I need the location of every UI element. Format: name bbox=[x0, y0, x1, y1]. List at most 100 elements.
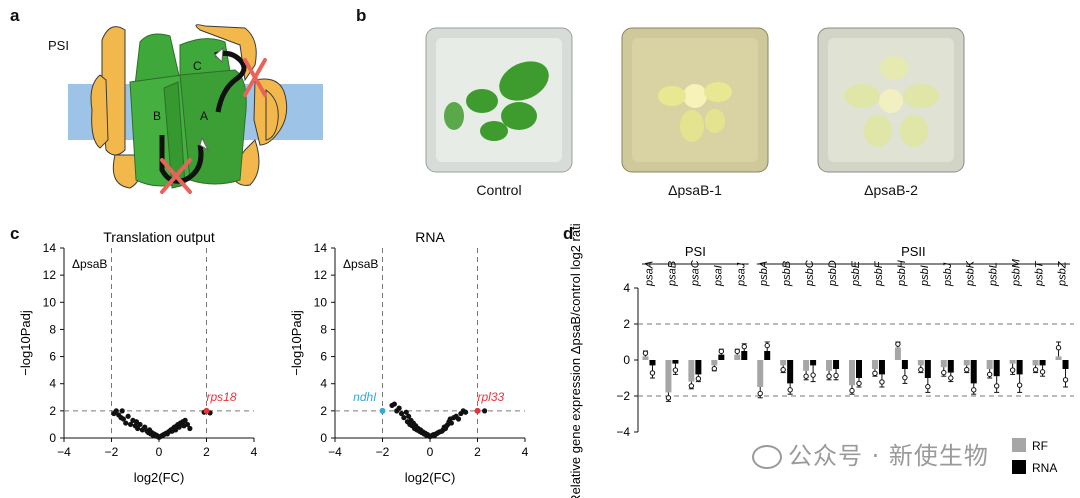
gene-label: psbE bbox=[850, 260, 862, 287]
photo-control bbox=[425, 27, 573, 173]
legend-label: RNA bbox=[1032, 461, 1057, 475]
gene-label: psbZ bbox=[1057, 260, 1069, 287]
data-point bbox=[135, 425, 141, 432]
caption-psab-2: ΔpsaB-2 bbox=[864, 182, 918, 198]
gene-label: psbL bbox=[988, 262, 1000, 287]
bar-rf bbox=[1032, 360, 1039, 366]
data-point bbox=[137, 421, 143, 428]
bar-rna bbox=[1039, 360, 1046, 366]
data-point bbox=[463, 409, 469, 415]
x-tick-label: 2 bbox=[474, 445, 481, 459]
replicate-point bbox=[971, 387, 977, 393]
psi-core bbox=[129, 33, 247, 189]
cross-icon bbox=[160, 58, 267, 194]
plot-title: RNA bbox=[415, 229, 445, 245]
bar-rna bbox=[741, 351, 748, 360]
y-tick-label: 12 bbox=[314, 268, 328, 282]
highlight-point bbox=[203, 407, 210, 414]
y-tick-label: 4 bbox=[49, 377, 56, 391]
bar-rna bbox=[856, 360, 862, 378]
highlight-point bbox=[474, 407, 481, 414]
gene-label: psaC bbox=[689, 260, 701, 287]
data-point bbox=[187, 425, 193, 432]
wechat-icon bbox=[752, 445, 782, 469]
data-point bbox=[398, 410, 405, 417]
replicate-point bbox=[688, 383, 695, 389]
assembly-arrow-a bbox=[214, 50, 247, 113]
replicate-point bbox=[826, 373, 832, 379]
y-tick-label: 6 bbox=[49, 350, 56, 364]
bar-rf bbox=[826, 360, 833, 371]
bar-rf bbox=[1055, 356, 1062, 360]
gene-label: psbD bbox=[827, 260, 839, 287]
data-point bbox=[455, 416, 462, 422]
y-tick-label: 2 bbox=[623, 317, 630, 331]
panel-c-letter: c bbox=[10, 224, 20, 243]
replicate-point bbox=[1032, 367, 1039, 373]
x-axis-label: log2(FC) bbox=[134, 470, 185, 485]
y-tick-label: 12 bbox=[43, 268, 57, 282]
gene-label: psaI bbox=[712, 265, 724, 287]
bar-rna bbox=[718, 354, 725, 360]
data-point bbox=[184, 421, 191, 428]
replicate-point bbox=[993, 383, 1000, 389]
watermark: 公众号 · 新使生物 bbox=[752, 436, 989, 471]
data-point bbox=[176, 424, 182, 430]
x-tick-label: −2 bbox=[376, 445, 390, 459]
replicate-point bbox=[941, 369, 947, 376]
replicate-point bbox=[1062, 377, 1069, 383]
bar-rf bbox=[986, 360, 993, 369]
x-axis-label: log2(FC) bbox=[405, 470, 456, 485]
x-tick-label: 0 bbox=[156, 445, 163, 459]
gene-label: psbK bbox=[965, 260, 977, 287]
bar-rf bbox=[711, 360, 718, 366]
bar-rf bbox=[940, 360, 947, 368]
corner-label: ΔpsaB bbox=[72, 257, 107, 271]
arrow-head-b bbox=[199, 136, 210, 152]
assembly-arrow-b bbox=[159, 135, 204, 184]
panel-d-letter: d bbox=[563, 224, 574, 243]
photo-psab-2 bbox=[817, 27, 965, 173]
bar-rf bbox=[1009, 360, 1016, 364]
lhc-antenna bbox=[90, 24, 288, 189]
panel-a-letter: a bbox=[10, 6, 20, 25]
replicate-point bbox=[1055, 345, 1062, 351]
replicate-point bbox=[711, 365, 718, 372]
replicate-point bbox=[849, 387, 855, 394]
subunit-b-label: B bbox=[153, 109, 161, 123]
psi-complex-diagram: C B A PSI bbox=[48, 24, 323, 194]
y-tick-label: 14 bbox=[314, 241, 328, 255]
panel-b-letter: b bbox=[356, 6, 367, 25]
y-tick-label: 2 bbox=[49, 404, 56, 418]
y-tick-label: 2 bbox=[320, 404, 327, 418]
bar-rf bbox=[688, 360, 695, 382]
x-tick-label: −4 bbox=[328, 445, 342, 459]
gene-label: psbT bbox=[1034, 260, 1046, 287]
bar-rna bbox=[878, 360, 885, 375]
corner-label: ΔpsaB bbox=[343, 257, 378, 271]
data-point bbox=[173, 427, 179, 433]
replicate-point bbox=[764, 342, 770, 349]
legend-swatch-rna bbox=[1012, 460, 1026, 474]
gene-label: psbB bbox=[781, 261, 793, 287]
replicate-point bbox=[695, 376, 702, 382]
plant-pale bbox=[658, 82, 732, 142]
bar-rf bbox=[734, 354, 741, 360]
replicate-point bbox=[902, 374, 908, 381]
y-tick-label: −2 bbox=[616, 389, 630, 403]
replicate-point bbox=[948, 375, 954, 381]
bar-rna bbox=[649, 360, 656, 366]
gene-label: psbM bbox=[1011, 258, 1023, 287]
gene-label: psbF bbox=[873, 260, 885, 287]
y-tick-label: 10 bbox=[314, 295, 328, 309]
replicate-point bbox=[642, 350, 649, 356]
bar-rf bbox=[871, 360, 878, 369]
replicate-point bbox=[879, 379, 885, 385]
x-tick-label: −2 bbox=[105, 445, 119, 459]
replicate-point bbox=[856, 380, 862, 387]
y-tick-label: 0 bbox=[623, 353, 630, 367]
data-point bbox=[120, 416, 126, 422]
data-point bbox=[133, 419, 140, 425]
watermark-text: 公众号 · 新使生物 bbox=[788, 442, 989, 470]
replicate-point bbox=[757, 390, 763, 397]
